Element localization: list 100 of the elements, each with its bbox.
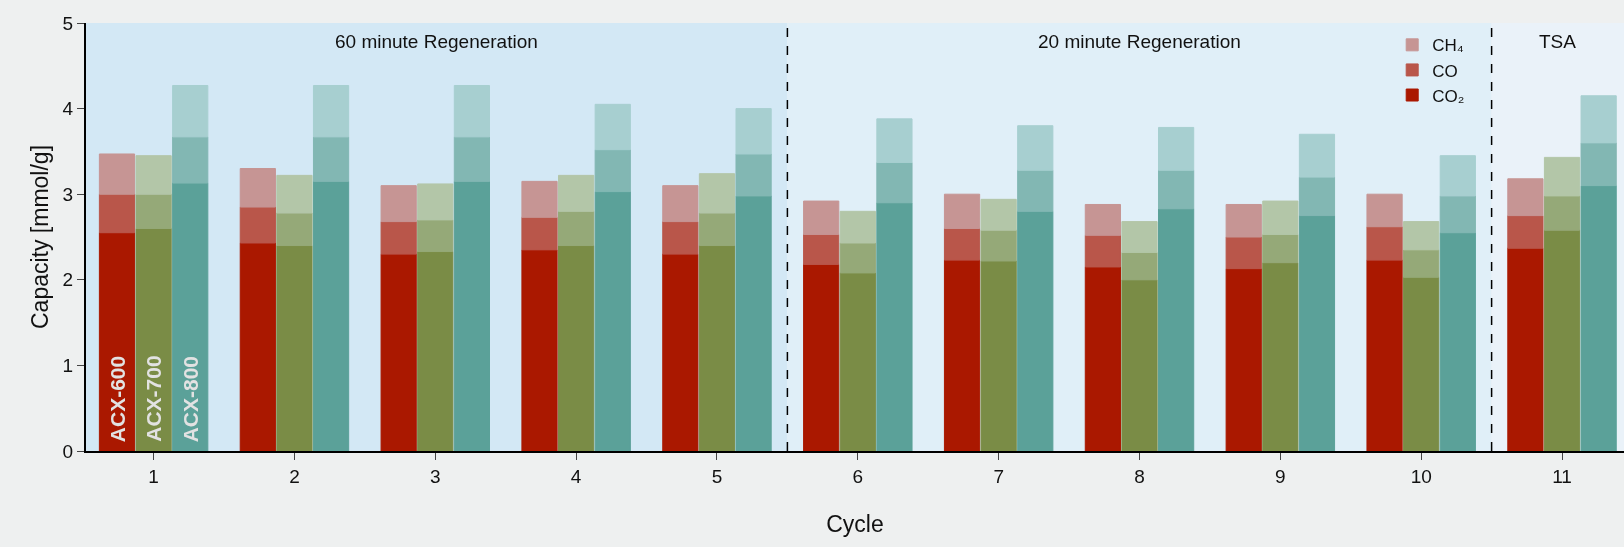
x-tick-label: 2 <box>289 465 300 487</box>
y-tick-label: 3 <box>62 183 74 205</box>
bar <box>662 221 699 255</box>
legend-label: CO₂ <box>1432 86 1465 106</box>
bar <box>803 200 840 235</box>
annotation: ACX-600 <box>105 355 129 443</box>
legend-label: CO <box>1432 61 1458 81</box>
bar <box>1121 221 1158 253</box>
y-axis-title: Capacity [mmol/g] <box>26 144 53 330</box>
bar <box>1366 259 1403 451</box>
bar <box>312 84 350 138</box>
bar <box>1121 251 1158 281</box>
bar <box>1262 233 1299 264</box>
bar <box>980 229 1017 262</box>
bar <box>1121 279 1158 451</box>
x-tick-label: 8 <box>1134 465 1145 487</box>
bar <box>239 168 276 208</box>
bar <box>1298 215 1336 451</box>
bar <box>1543 229 1581 451</box>
bar <box>1262 262 1299 451</box>
bar <box>135 227 172 451</box>
bar <box>594 103 631 151</box>
annotation: ACX-800 <box>179 355 203 443</box>
bar <box>943 227 981 261</box>
x-tick-label: 1 <box>148 465 159 487</box>
annotation: ACX-700 <box>142 355 166 442</box>
bar <box>1084 203 1121 236</box>
bar <box>1017 125 1054 171</box>
band-label: TSA <box>1539 31 1577 52</box>
legend-label: CH₄ <box>1432 36 1464 56</box>
bar <box>1580 142 1617 187</box>
bar <box>1017 210 1054 451</box>
bar <box>1017 169 1054 212</box>
y-tick-label: 4 <box>62 98 74 120</box>
bar <box>1158 169 1195 210</box>
bar <box>558 245 595 451</box>
bar <box>172 182 209 451</box>
x-tick-label: 10 <box>1410 465 1432 487</box>
bar <box>276 212 313 247</box>
bar <box>1507 215 1544 249</box>
bar <box>1225 268 1262 451</box>
bar <box>276 174 313 214</box>
bar <box>98 232 136 451</box>
bar <box>1225 203 1262 238</box>
bar <box>698 173 736 214</box>
band-label: 60 minute Regeneration <box>335 31 538 52</box>
x-tick-label: 6 <box>852 465 864 487</box>
bar <box>803 233 840 265</box>
bar <box>839 210 876 244</box>
bar <box>980 198 1017 231</box>
x-tick-label: 7 <box>993 465 1004 487</box>
bar <box>1507 247 1544 451</box>
x-tick-label: 3 <box>430 465 441 487</box>
bar <box>276 245 313 451</box>
bar <box>558 174 595 212</box>
bar <box>239 206 276 244</box>
bar <box>1543 156 1581 197</box>
x-tick-label: 11 <box>1552 465 1572 487</box>
bar <box>312 180 350 451</box>
bar <box>135 193 172 229</box>
bar <box>453 180 491 451</box>
bar <box>1158 208 1195 451</box>
bar <box>1084 234 1121 268</box>
bar <box>1580 95 1617 144</box>
bar <box>735 108 772 155</box>
bar <box>1158 126 1195 171</box>
bar <box>839 272 876 451</box>
bar <box>1543 195 1581 231</box>
bar <box>1507 178 1544 217</box>
bar <box>172 136 209 184</box>
bar <box>1403 276 1440 451</box>
bar <box>98 153 136 195</box>
bar <box>98 193 136 234</box>
bar <box>380 221 417 255</box>
bar <box>453 84 491 138</box>
x-tick-label: 9 <box>1275 465 1286 487</box>
bar <box>698 245 736 451</box>
bar <box>876 162 913 204</box>
bar <box>980 260 1017 451</box>
bar <box>1439 232 1476 451</box>
bar <box>380 185 417 223</box>
bar <box>1298 133 1336 178</box>
bar <box>1366 193 1403 228</box>
bar <box>1403 249 1440 278</box>
bar <box>876 118 913 164</box>
bar <box>558 210 595 247</box>
band-label: 20 minute Regeneration <box>1038 31 1241 52</box>
x-axis-title: Cycle <box>826 510 884 537</box>
bar <box>1366 226 1403 261</box>
bar <box>1403 221 1440 251</box>
bar <box>662 185 699 223</box>
bar <box>1225 236 1262 270</box>
y-tick-label: 1 <box>62 355 74 377</box>
y-tick-label: 0 <box>62 440 74 462</box>
bar <box>453 136 491 182</box>
bar <box>239 242 276 451</box>
bar <box>839 242 876 274</box>
bar <box>1084 266 1121 451</box>
bar <box>417 183 454 221</box>
bar <box>735 195 772 451</box>
